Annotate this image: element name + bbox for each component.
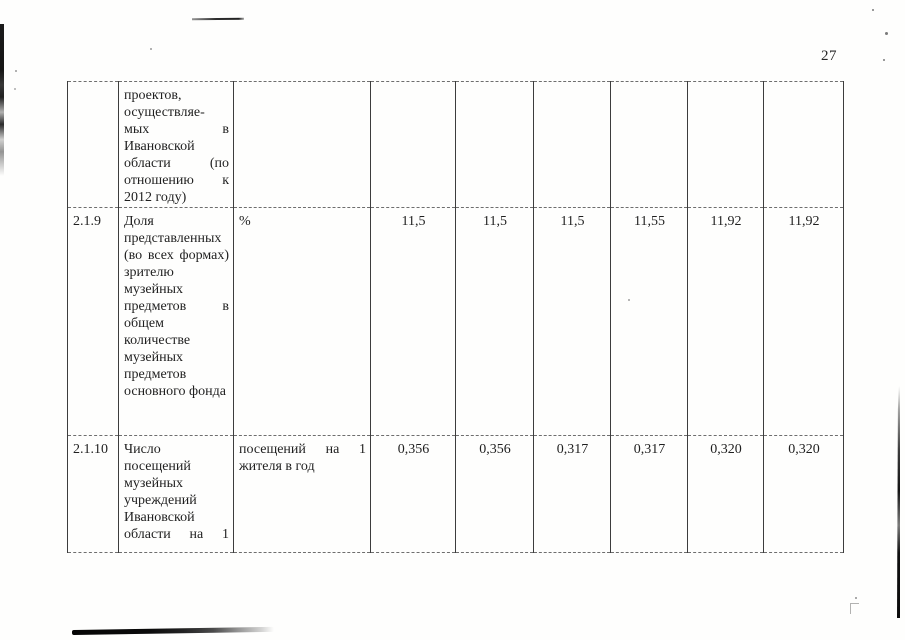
cell-value	[687, 81, 764, 208]
cell-value: 0,356	[455, 435, 534, 553]
scan-speck	[872, 9, 874, 11]
cell-value	[763, 81, 844, 208]
cell-unit: посещений на 1 жителя в год	[233, 435, 371, 553]
cell-id	[67, 81, 119, 208]
cell-unit	[233, 81, 371, 208]
scan-artifact-left-streak	[0, 24, 4, 176]
scan-artifact-top-line	[191, 17, 245, 21]
cell-value: 11,92	[763, 207, 844, 436]
page-number: 27	[821, 48, 837, 64]
cell-value: 0,356	[370, 435, 456, 553]
cell-name: Число посещений музейных учреждений Иван…	[118, 435, 234, 553]
indicators-table: проектов, осуществляе-мых в Ивановской о…	[67, 81, 844, 553]
cell-value	[370, 81, 456, 208]
scan-artifact-right-streak	[897, 386, 900, 618]
scan-speck	[14, 88, 16, 90]
table-row: 2.1.10 Число посещений музейных учрежден…	[67, 435, 844, 553]
cell-unit: %	[233, 207, 371, 436]
cell-value	[533, 81, 611, 208]
cell-id: 2.1.10	[67, 435, 119, 553]
table-row: 2.1.9 Доля представленных (во всех форма…	[67, 207, 844, 436]
cell-value: 11,92	[687, 207, 764, 436]
cell-value: 0,317	[533, 435, 611, 553]
cell-value: 11,55	[610, 207, 688, 436]
cell-name: Доля представленных (во всех формах) зри…	[118, 207, 234, 436]
cell-value: 11,5	[455, 207, 534, 436]
cell-value: 11,5	[370, 207, 456, 436]
cell-value: 11,5	[533, 207, 611, 436]
table-row: проектов, осуществляе-мых в Ивановской о…	[67, 81, 844, 208]
cell-value	[455, 81, 534, 208]
scan-speck	[885, 32, 888, 35]
scan-speck	[855, 597, 857, 599]
cell-name: проектов, осуществляе-мых в Ивановской о…	[118, 81, 234, 208]
scan-artifact-corner-mark	[850, 603, 859, 614]
cell-value: 0,317	[610, 435, 688, 553]
scan-speck	[150, 48, 152, 50]
cell-value: 0,320	[687, 435, 764, 553]
cell-value	[610, 81, 688, 208]
scan-artifact-bottom-stroke	[71, 626, 275, 635]
cell-value: 0,320	[763, 435, 844, 553]
cell-id: 2.1.9	[67, 207, 119, 436]
scan-speck	[883, 59, 885, 61]
scan-speck	[15, 70, 17, 72]
